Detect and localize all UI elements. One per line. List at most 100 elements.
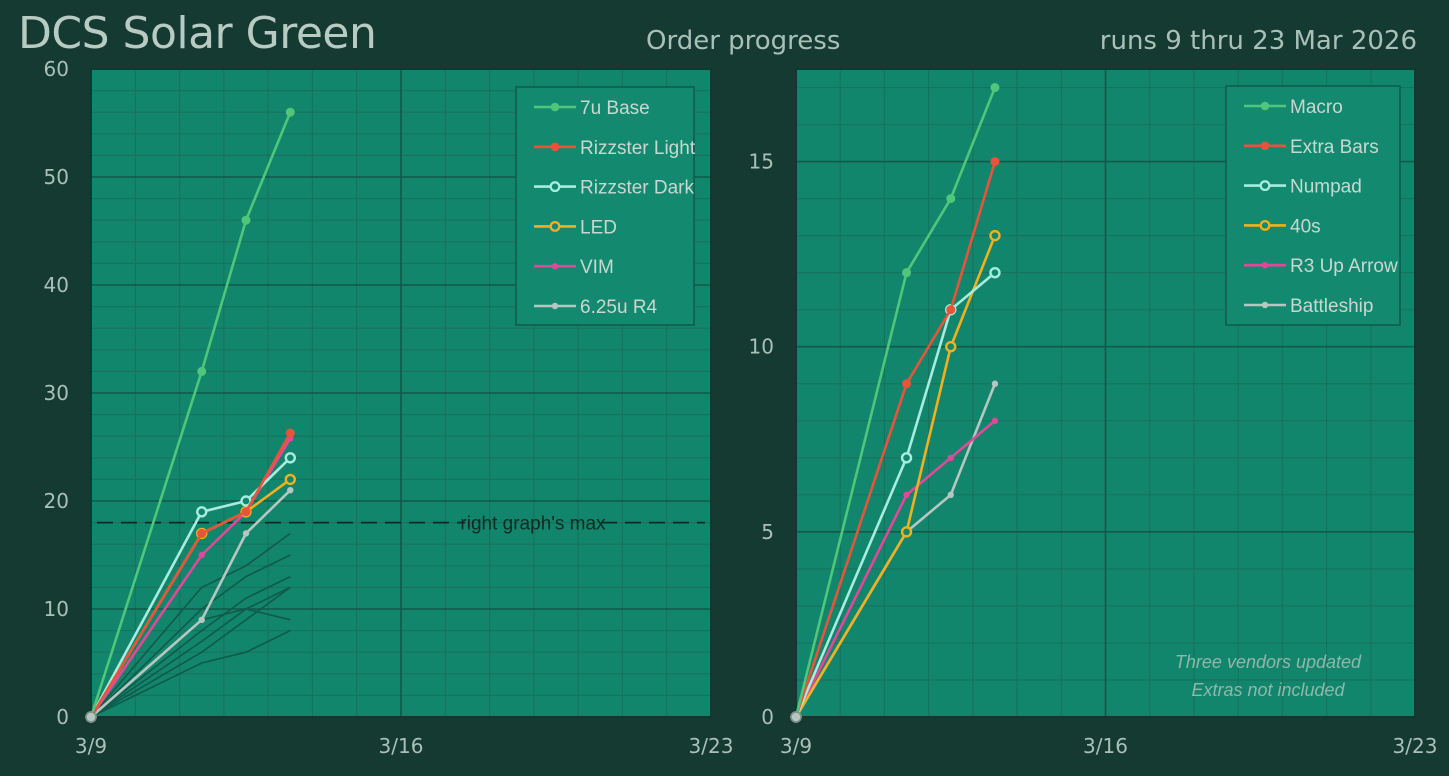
legend-label: Battleship	[1290, 296, 1373, 317]
legend-item: Rizzster Dark	[534, 178, 695, 199]
y-tick-label: 10	[749, 335, 774, 359]
faint-line	[90, 554, 291, 718]
y-tick-label: 0	[56, 705, 69, 729]
annotation-text: Three vendors updated	[1175, 652, 1362, 672]
legend-item: 40s	[1244, 216, 1321, 237]
legend-label: 7u Base	[580, 98, 650, 119]
y-tick-label: 0	[761, 705, 774, 729]
legend-item: Extra Bars	[1244, 137, 1379, 158]
legend-marker	[1260, 101, 1270, 111]
series-line	[89, 432, 292, 718]
legend-box	[515, 86, 695, 326]
y-tick-label: 60	[44, 57, 69, 81]
y-tick-label: 5	[761, 520, 774, 544]
data-point	[197, 366, 207, 376]
faint-line	[90, 608, 291, 718]
reference-line-label: right graph's max	[460, 514, 606, 535]
x-tick-label: 3/9	[75, 734, 107, 758]
legend-marker	[1259, 180, 1271, 192]
legend-marker	[1259, 219, 1271, 231]
data-point	[241, 507, 251, 517]
series-line	[89, 456, 292, 718]
legend-marker	[550, 142, 560, 152]
x-tick-label: 3/16	[379, 734, 424, 758]
brand-title: DCS Solar Green	[18, 8, 377, 59]
series-line	[794, 271, 996, 718]
legend-marker	[549, 220, 561, 232]
y-tick-label: 20	[44, 489, 69, 513]
origin-point	[790, 711, 802, 723]
data-point	[947, 454, 954, 461]
legend: 7u Base Rizzster Light Rizzster Dark LED VIM…	[515, 86, 696, 326]
y-tick-label: 50	[44, 165, 69, 189]
legend-label: R3 Up Arrow	[1290, 256, 1398, 277]
origin-point	[85, 711, 97, 723]
x-tick-label: 3/23	[1393, 734, 1438, 758]
legend-label: Macro	[1290, 97, 1343, 118]
y-tick-label: 10	[44, 597, 69, 621]
data-point	[198, 551, 205, 559]
data-point	[900, 452, 913, 464]
data-point	[947, 491, 954, 499]
x-tick-label: 3/23	[689, 734, 734, 758]
data-point	[284, 473, 296, 486]
legend-marker	[550, 102, 560, 112]
legend-marker	[1260, 141, 1270, 151]
series-line	[89, 111, 292, 718]
legend-label: Numpad	[1290, 177, 1362, 198]
legend-label: Rizzster Dark	[580, 178, 695, 199]
data-point	[241, 215, 251, 225]
legend-marker	[551, 302, 559, 310]
data-point	[198, 616, 205, 623]
plot-frame	[795, 68, 1416, 718]
data-point	[989, 229, 1001, 242]
legend-marker	[549, 181, 561, 193]
chart-subtitle: Order progress	[646, 26, 841, 56]
legend-label: Extra Bars	[1290, 137, 1379, 158]
legend-box	[1225, 85, 1401, 326]
data-point	[242, 530, 250, 537]
y-tick-label: 30	[44, 381, 69, 405]
data-point	[902, 268, 912, 278]
legend-item: Numpad	[1244, 177, 1362, 198]
legend-marker	[1261, 301, 1269, 309]
series-line	[794, 161, 997, 718]
series-line	[89, 437, 292, 718]
data-point	[287, 487, 294, 494]
legend-label: Rizzster Light	[580, 138, 696, 159]
date-range: runs 9 thru 23 Mar 2026	[1099, 26, 1417, 56]
series-line	[794, 419, 996, 718]
legend-item: Battleship	[1244, 296, 1373, 317]
legend-item: VIM	[534, 257, 614, 278]
series-line	[794, 87, 997, 718]
data-point	[902, 379, 912, 389]
chart-panel-1: 0 10 20 30 40 50 60 3/9 3/16 3/23 right graph's ma…	[44, 57, 734, 758]
data-point	[945, 341, 957, 353]
data-point	[285, 428, 295, 438]
faint-line	[90, 629, 291, 718]
legend-marker	[551, 263, 559, 270]
legend: Macro Extra Bars Numpad 40s R3 Up Arrow Battl…	[1225, 85, 1401, 326]
series-line	[90, 489, 292, 718]
legend-marker	[1261, 262, 1269, 269]
data-point	[991, 417, 999, 424]
data-point	[903, 491, 910, 499]
data-point	[989, 266, 1001, 279]
legend-item: 6.25u R4	[534, 297, 658, 318]
data-point	[900, 526, 913, 538]
legend-label: VIM	[580, 257, 614, 278]
legend-item: Rizzster Light	[534, 138, 696, 159]
legend-item: 7u Base	[534, 98, 650, 119]
data-point	[990, 83, 1000, 93]
data-point	[285, 107, 295, 117]
x-tick-label: 3/16	[1083, 734, 1128, 758]
data-point	[990, 157, 1000, 167]
legend-label: LED	[580, 217, 617, 238]
legend-item: R3 Up Arrow	[1244, 256, 1398, 277]
data-point	[196, 506, 208, 518]
data-point	[197, 528, 207, 538]
legend-item: Macro	[1244, 97, 1343, 118]
faint-line	[90, 586, 291, 718]
y-tick-label: 40	[44, 273, 69, 297]
